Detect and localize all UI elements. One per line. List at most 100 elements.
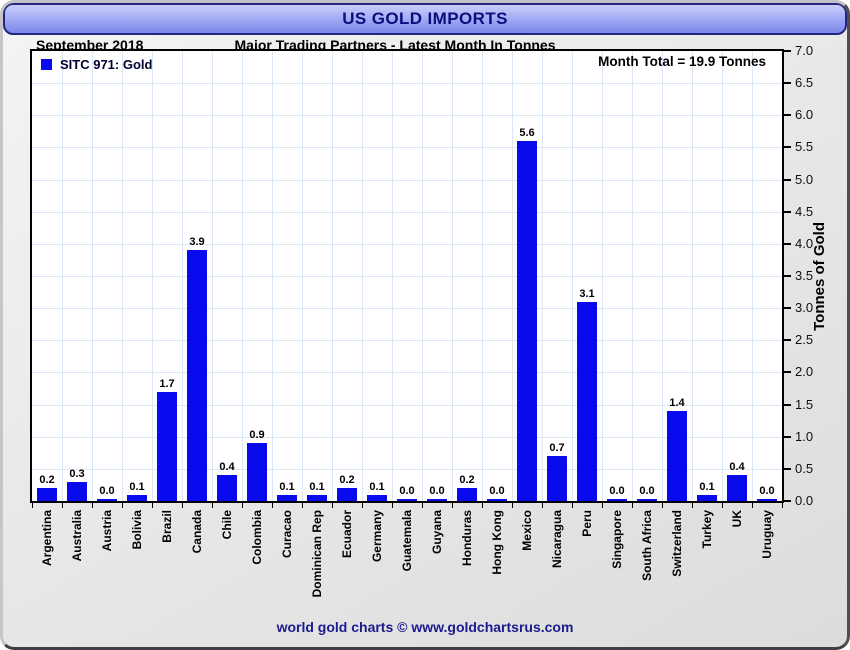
x-axis-tick <box>302 503 303 508</box>
y-axis-tick-label: 7.0 <box>795 43 814 58</box>
y-axis-title: Tonnes of Gold <box>810 221 828 331</box>
bar-value-label: 0.0 <box>639 485 655 497</box>
gridline-vertical <box>122 51 123 501</box>
x-axis-label: Nicaragua <box>550 510 564 569</box>
gridline-vertical <box>182 51 183 501</box>
y-axis-tick-label: 3.0 <box>795 300 814 315</box>
x-axis-label: Turkey <box>700 510 714 549</box>
y-axis-tick-label: 0.0 <box>795 493 814 508</box>
x-axis-label: Guyana <box>430 510 444 555</box>
bar <box>97 499 117 501</box>
bar <box>397 499 417 501</box>
chart-legend: SITC 971: Gold <box>41 57 152 72</box>
x-axis-label: Uruguay <box>760 510 774 559</box>
x-axis-label: Mexico <box>520 510 534 551</box>
gridline-vertical <box>392 51 393 501</box>
y-axis-title-wrap: Tonnes of Gold <box>809 49 829 503</box>
y-axis-tick <box>784 339 791 341</box>
gridline-vertical <box>512 51 513 501</box>
bar-value-label: 0.2 <box>339 474 355 486</box>
x-axis-label: Dominican Rep <box>310 510 324 598</box>
bar <box>367 495 387 501</box>
gridline-horizontal <box>32 211 782 213</box>
gridline-vertical <box>482 51 483 501</box>
gridline-horizontal <box>32 340 782 342</box>
bar-value-label: 0.2 <box>459 474 475 486</box>
y-axis-tick-label: 3.5 <box>795 268 814 283</box>
chart-plot-area: 0.2 0.3 0.0 0.1 1.7 3.9 0.4 0.9 0.1 0.1 0.2 0.1 0.0 0… <box>30 49 784 503</box>
month-total-annotation: Month Total = 19.9 Tonnes <box>598 54 766 69</box>
y-axis-tick-label: 5.5 <box>795 139 814 154</box>
gridline-vertical <box>212 51 213 501</box>
gridline-vertical <box>572 51 573 501</box>
y-axis-tick <box>784 436 791 438</box>
footer-credit: world gold charts © www.goldchartsrus.co… <box>276 619 574 635</box>
gridline-vertical <box>332 51 333 501</box>
bar <box>247 443 267 501</box>
gridline-horizontal <box>32 468 782 470</box>
x-axis-label: UK <box>730 510 744 528</box>
bar <box>487 499 507 501</box>
gridline-vertical <box>722 51 723 501</box>
gridline-horizontal <box>32 372 782 374</box>
x-axis-label: Switzerland <box>670 510 684 577</box>
gridline-vertical <box>602 51 603 501</box>
y-axis-tick <box>784 211 791 213</box>
gridline-vertical <box>452 51 453 501</box>
gridline-vertical <box>632 51 633 501</box>
bar-value-label: 0.1 <box>309 481 325 493</box>
bar-value-label: 0.1 <box>279 481 295 493</box>
y-axis-tick <box>784 114 791 116</box>
bar <box>127 495 147 501</box>
x-axis-tick <box>752 503 753 508</box>
x-axis-label: Honduras <box>460 510 474 567</box>
y-axis-tick <box>784 82 791 84</box>
y-axis-tick-label: 2.0 <box>795 364 814 379</box>
x-axis-tick <box>332 503 333 508</box>
x-axis-label: Hong Kong <box>490 510 504 575</box>
bar <box>157 392 177 501</box>
gridline-horizontal <box>32 147 782 149</box>
gridline-horizontal <box>32 115 782 117</box>
x-axis-tick <box>722 503 723 508</box>
bar-value-label: 0.3 <box>69 468 85 480</box>
bar-value-label: 0.1 <box>369 481 385 493</box>
y-axis-tick-label: 4.5 <box>795 204 814 219</box>
bar <box>547 456 567 501</box>
x-axis-tick <box>542 503 543 508</box>
gridline-horizontal <box>32 404 782 406</box>
y-axis-tick <box>784 307 791 309</box>
x-axis-tick <box>152 503 153 508</box>
y-axis-tick <box>784 404 791 406</box>
y-axis-tick-label: 0.5 <box>795 461 814 476</box>
y-axis-tick-label: 1.5 <box>795 397 814 412</box>
x-axis-label: South Africa <box>640 510 654 581</box>
bar <box>637 499 657 501</box>
gridline-horizontal <box>32 179 782 181</box>
y-axis-tick-label: 4.0 <box>795 236 814 251</box>
bar-value-label: 3.1 <box>579 288 595 300</box>
y-axis-tick <box>784 500 791 502</box>
x-axis-tick <box>32 503 33 508</box>
bar-value-label: 0.0 <box>759 485 775 497</box>
bar-value-label: 0.2 <box>39 474 55 486</box>
gridline-vertical <box>752 51 753 501</box>
bar-value-label: 0.1 <box>699 481 715 493</box>
bar-value-label: 3.9 <box>189 236 205 248</box>
bar-value-label: 0.4 <box>219 461 235 473</box>
gridline-horizontal <box>32 276 782 277</box>
y-axis-tick <box>784 179 791 181</box>
y-axis-tick <box>784 243 791 245</box>
y-axis-tick <box>784 146 791 148</box>
bar <box>217 475 237 501</box>
page-title: US GOLD IMPORTS <box>342 9 508 28</box>
x-axis-label: Chile <box>220 510 234 540</box>
x-axis-tick <box>662 503 663 508</box>
bar-value-label: 0.0 <box>399 485 415 497</box>
y-axis-tick-label: 2.5 <box>795 332 814 347</box>
y-axis-tick <box>784 371 791 373</box>
x-axis-tick <box>182 503 183 508</box>
bar-value-label: 1.7 <box>159 378 175 390</box>
bar-value-label: 0.1 <box>129 481 145 493</box>
bar-value-label: 0.0 <box>609 485 625 497</box>
